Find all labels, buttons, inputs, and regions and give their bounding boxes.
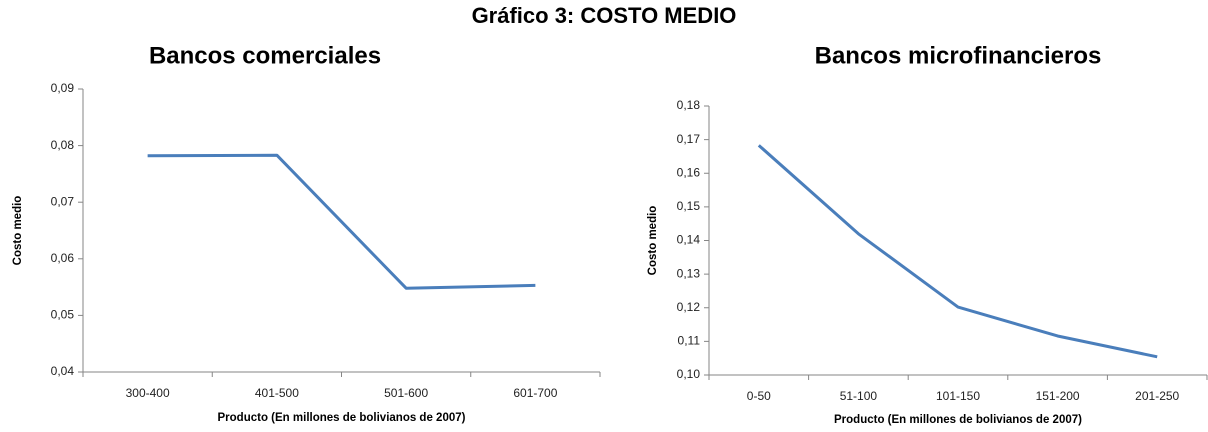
y-axis-label: Costo medio <box>647 206 659 276</box>
x-tick-label: 201-250 <box>1135 389 1179 403</box>
x-tick-label: 601-700 <box>513 386 557 400</box>
y-tick-label: 0,14 <box>677 233 701 247</box>
x-axis-label: Producto (En millones de bolivianos de 2… <box>218 412 466 424</box>
x-tick-label: 0-50 <box>747 389 771 403</box>
y-tick-label: 0,06 <box>51 251 75 265</box>
y-tick-label: 0,18 <box>677 98 701 112</box>
chart-subtitle: Bancos microfinancieros <box>815 42 1102 69</box>
x-tick-label: 501-600 <box>384 386 428 400</box>
x-tick-label: 300-400 <box>126 386 170 400</box>
y-tick-label: 0,08 <box>51 138 75 152</box>
x-tick-label: 51-100 <box>840 389 878 403</box>
y-tick-label: 0,15 <box>677 199 701 213</box>
chart-subtitle: Bancos comerciales <box>149 42 381 69</box>
x-tick-label: 101-150 <box>936 389 980 403</box>
data-line <box>757 144 1158 359</box>
x-axis-label: Producto (En millones de bolivianos de 2… <box>834 414 1082 426</box>
y-tick-label: 0,12 <box>677 300 701 314</box>
y-tick-label: 0,09 <box>51 81 75 95</box>
y-tick-label: 0,13 <box>677 266 701 280</box>
y-tick-label: 0,10 <box>677 367 701 381</box>
x-tick-label: 401-500 <box>255 386 299 400</box>
y-tick-label: 0,07 <box>51 194 75 208</box>
y-tick-label: 0,04 <box>51 364 75 378</box>
y-tick-label: 0,11 <box>678 334 701 348</box>
y-tick-label: 0,05 <box>51 308 75 322</box>
page-title: Gráfico 3: COSTO MEDIO <box>472 3 737 28</box>
x-tick-label: 151-200 <box>1036 389 1080 403</box>
data-line <box>147 153 536 290</box>
y-tick-label: 0,16 <box>677 165 701 179</box>
y-axis-label: Costo medio <box>12 196 24 266</box>
y-tick-label: 0,17 <box>677 132 701 146</box>
